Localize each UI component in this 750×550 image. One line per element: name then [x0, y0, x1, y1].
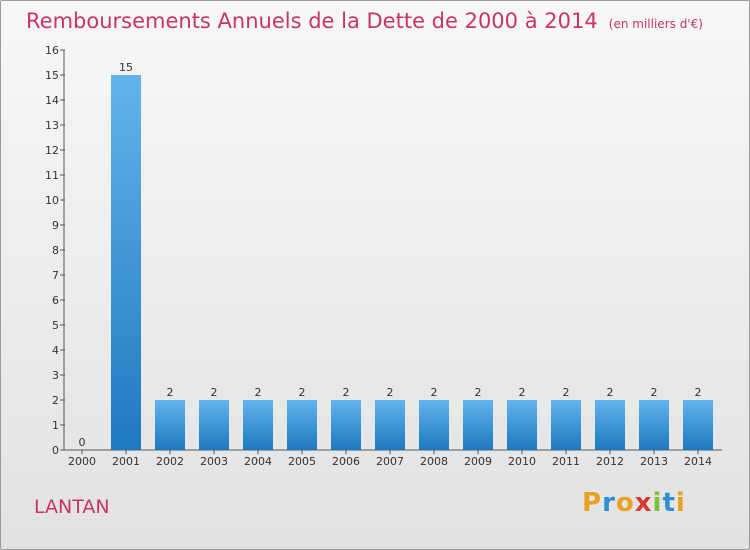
bar [683, 400, 713, 450]
y-tick-label: 15 [45, 69, 59, 82]
data-label: 2 [167, 386, 174, 399]
bar [243, 400, 273, 450]
logo-letter: t [662, 488, 676, 518]
data-label: 2 [255, 386, 262, 399]
data-label: 15 [119, 61, 133, 74]
bar [595, 400, 625, 450]
bar [463, 400, 493, 450]
chart-title: Remboursements Annuels de la Dette de 20… [26, 9, 598, 33]
y-tick-label: 2 [52, 394, 59, 407]
title-row: Remboursements Annuels de la Dette de 20… [26, 9, 703, 33]
logo-letter: o [615, 488, 635, 518]
y-tick-label: 10 [45, 194, 59, 207]
bar [375, 400, 405, 450]
y-tick-label: 14 [45, 94, 59, 107]
y-tick-label: 6 [52, 294, 59, 307]
bar [507, 400, 537, 450]
x-tick-label: 2003 [200, 455, 228, 468]
y-tick-label: 11 [45, 169, 59, 182]
x-tick-label: 2010 [508, 455, 536, 468]
y-tick-label: 8 [52, 244, 59, 257]
y-tick-label: 12 [45, 144, 59, 157]
logo-letter: P [582, 488, 603, 518]
y-tick-label: 0 [52, 444, 59, 457]
y-tick-label: 1 [52, 419, 59, 432]
logo-letter: r [602, 488, 616, 518]
x-tick-label: 2011 [552, 455, 580, 468]
x-tick-label: 2009 [464, 455, 492, 468]
x-tick-label: 2008 [420, 455, 448, 468]
data-label: 2 [563, 386, 570, 399]
logo-letter: i [675, 488, 686, 518]
data-label: 2 [475, 386, 482, 399]
bar [111, 75, 141, 450]
proxiti-logo[interactable]: Proxiti [582, 488, 686, 518]
logo-letter: x [634, 488, 653, 518]
data-label: 2 [519, 386, 526, 399]
place-name: LANTAN [34, 496, 110, 518]
data-label: 2 [299, 386, 306, 399]
y-tick-label: 7 [52, 269, 59, 282]
y-tick-label: 9 [52, 219, 59, 232]
x-tick-label: 2005 [288, 455, 316, 468]
chart-subtitle: (en milliers d'€) [608, 17, 703, 31]
x-tick-label: 2014 [684, 455, 712, 468]
x-tick-label: 2001 [112, 455, 140, 468]
bar [639, 400, 669, 450]
x-axis: 2000 2001 2002 2003 2004 2005 2006 2007 2008 2009… [64, 449, 722, 468]
data-label: 2 [607, 386, 614, 399]
x-tick-label: 2007 [376, 455, 404, 468]
bar [331, 400, 361, 450]
data-label: 2 [211, 386, 218, 399]
data-label: 2 [651, 386, 658, 399]
data-label: 2 [431, 386, 438, 399]
data-label: 2 [695, 386, 702, 399]
x-tick-label: 2006 [332, 455, 360, 468]
bar [199, 400, 229, 450]
x-tick-label: 2012 [596, 455, 624, 468]
bar [419, 400, 449, 450]
data-label: 2 [387, 386, 394, 399]
bar [155, 400, 185, 450]
y-tick-label: 3 [52, 369, 59, 382]
y-tick-label: 16 [45, 44, 59, 57]
data-label: 2 [343, 386, 350, 399]
x-tick-label: 2002 [156, 455, 184, 468]
bar [287, 400, 317, 450]
bars-group: 0 15 2 2 2 2 2 2 2 2 2 2 2 2 2 [79, 61, 713, 450]
y-tick-label: 4 [52, 344, 59, 357]
x-tick-label: 2004 [244, 455, 272, 468]
y-tick-label: 5 [52, 319, 59, 332]
y-tick-label: 13 [45, 119, 59, 132]
x-tick-label: 2013 [640, 455, 668, 468]
data-label: 0 [79, 436, 86, 449]
bar [551, 400, 581, 450]
logo-letter: i [652, 488, 663, 518]
x-tick-label: 2000 [68, 455, 96, 468]
